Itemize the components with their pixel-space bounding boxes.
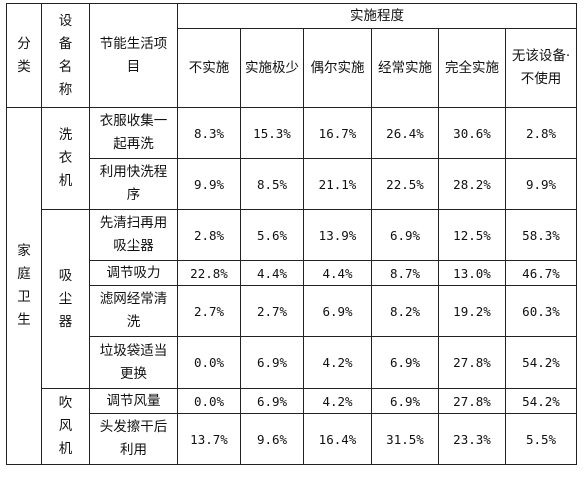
value-cell: 26.4% <box>371 107 439 159</box>
header-level-1: 实施极少 <box>240 28 304 108</box>
value-cell: 21.1% <box>303 158 372 210</box>
value-cell: 27.8% <box>438 388 506 414</box>
item-cell: 滤网经常清洗 <box>89 285 178 337</box>
header-level-4: 完全实施 <box>438 28 506 108</box>
table-row: 垃圾袋适当更换 0.0% 6.9% 4.2% 6.9% 27.8% 54.2% <box>7 336 577 389</box>
value-cell: 8.5% <box>240 158 304 210</box>
value-cell: 16.7% <box>303 107 372 159</box>
value-cell: 16.4% <box>303 413 372 465</box>
value-cell: 54.2% <box>505 336 577 389</box>
value-cell: 13.7% <box>177 413 241 465</box>
value-cell: 28.2% <box>438 158 506 210</box>
value-cell: 27.8% <box>438 336 506 389</box>
value-cell: 9.9% <box>177 158 241 210</box>
header-level-5: 无该设备·不使用 <box>505 28 577 108</box>
value-cell: 58.3% <box>505 209 577 261</box>
item-cell: 头发擦干后利用 <box>89 413 178 465</box>
value-cell: 9.6% <box>240 413 304 465</box>
value-cell: 2.8% <box>177 209 241 261</box>
value-cell: 4.4% <box>303 260 372 286</box>
item-cell: 调节吸力 <box>89 260 178 286</box>
table-row: 吹风机 调节风量 0.0% 6.9% 4.2% 6.9% 27.8% 54.2% <box>7 388 577 465</box>
device-cell: 洗衣机 <box>41 107 90 210</box>
energy-saving-table: 分类 设备名称 节能生活项目 实施程度 不实施 实施极少 偶尔实施 经常实施 完… <box>6 3 577 465</box>
value-cell: 6.9% <box>371 388 439 414</box>
value-cell: 2.8% <box>505 107 577 159</box>
header-device: 设备名称 <box>41 3 90 108</box>
value-cell: 6.9% <box>371 336 439 389</box>
value-cell: 2.7% <box>177 285 241 337</box>
value-cell: 31.5% <box>371 413 439 465</box>
header-category: 分类 <box>6 3 42 108</box>
item-cell: 垃圾袋适当更换 <box>89 336 178 389</box>
table-row: 滤网经常清洗 2.7% 2.7% 6.9% 8.2% 19.2% 60.3% <box>7 285 577 337</box>
value-cell: 5.5% <box>505 413 577 465</box>
value-cell: 13.0% <box>438 260 506 286</box>
table-container: 分类 设备名称 节能生活项目 实施程度 不实施 实施极少 偶尔实施 经常实施 完… <box>6 3 577 465</box>
value-cell: 22.8% <box>177 260 241 286</box>
value-cell: 0.0% <box>177 388 241 414</box>
item-cell: 衣服收集一起再洗 <box>89 107 178 159</box>
value-cell: 4.2% <box>303 336 372 389</box>
value-cell: 22.5% <box>371 158 439 210</box>
header-level-2: 偶尔实施 <box>303 28 372 108</box>
item-cell: 先清扫再用吸尘器 <box>89 209 178 261</box>
value-cell: 9.9% <box>505 158 577 210</box>
category-cell: 家庭卫生 <box>6 107 42 465</box>
value-cell: 6.9% <box>303 285 372 337</box>
value-cell: 13.9% <box>303 209 372 261</box>
header-item: 节能生活项目 <box>89 3 178 108</box>
value-cell: 8.3% <box>177 107 241 159</box>
header-level-0: 不实施 <box>177 28 241 108</box>
table-row: 调节吸力 22.8% 4.4% 4.4% 8.7% 13.0% 46.7% <box>7 260 577 286</box>
value-cell: 54.2% <box>505 388 577 414</box>
table-row: 利用快洗程序 9.9% 8.5% 21.1% 22.5% 28.2% 9.9% <box>7 158 577 210</box>
value-cell: 30.6% <box>438 107 506 159</box>
value-cell: 46.7% <box>505 260 577 286</box>
table-row: 吸尘器 先清扫再用吸尘器 2.8% 5.6% 13.9% 6.9% 12.5% … <box>7 209 577 389</box>
value-cell: 60.3% <box>505 285 577 337</box>
value-cell: 4.4% <box>240 260 304 286</box>
value-cell: 6.9% <box>371 209 439 261</box>
value-cell: 5.6% <box>240 209 304 261</box>
header-degree: 实施程度 <box>177 3 577 29</box>
value-cell: 8.7% <box>371 260 439 286</box>
value-cell: 4.2% <box>303 388 372 414</box>
value-cell: 8.2% <box>371 285 439 337</box>
value-cell: 6.9% <box>240 388 304 414</box>
value-cell: 19.2% <box>438 285 506 337</box>
value-cell: 2.7% <box>240 285 304 337</box>
device-cell: 吹风机 <box>41 388 90 465</box>
value-cell: 15.3% <box>240 107 304 159</box>
value-cell: 12.5% <box>438 209 506 261</box>
value-cell: 23.3% <box>438 413 506 465</box>
table-row: 家庭卫生 洗衣机 衣服收集一起再洗 8.3% 15.3% 16.7% 26.4%… <box>6 107 577 465</box>
item-cell: 利用快洗程序 <box>89 158 178 210</box>
device-cell: 吸尘器 <box>41 209 90 389</box>
table-row: 头发擦干后利用 13.7% 9.6% 16.4% 31.5% 23.3% 5.5… <box>7 413 577 465</box>
value-cell: 0.0% <box>177 336 241 389</box>
value-cell: 6.9% <box>240 336 304 389</box>
item-cell: 调节风量 <box>89 388 178 414</box>
header-level-3: 经常实施 <box>371 28 439 108</box>
